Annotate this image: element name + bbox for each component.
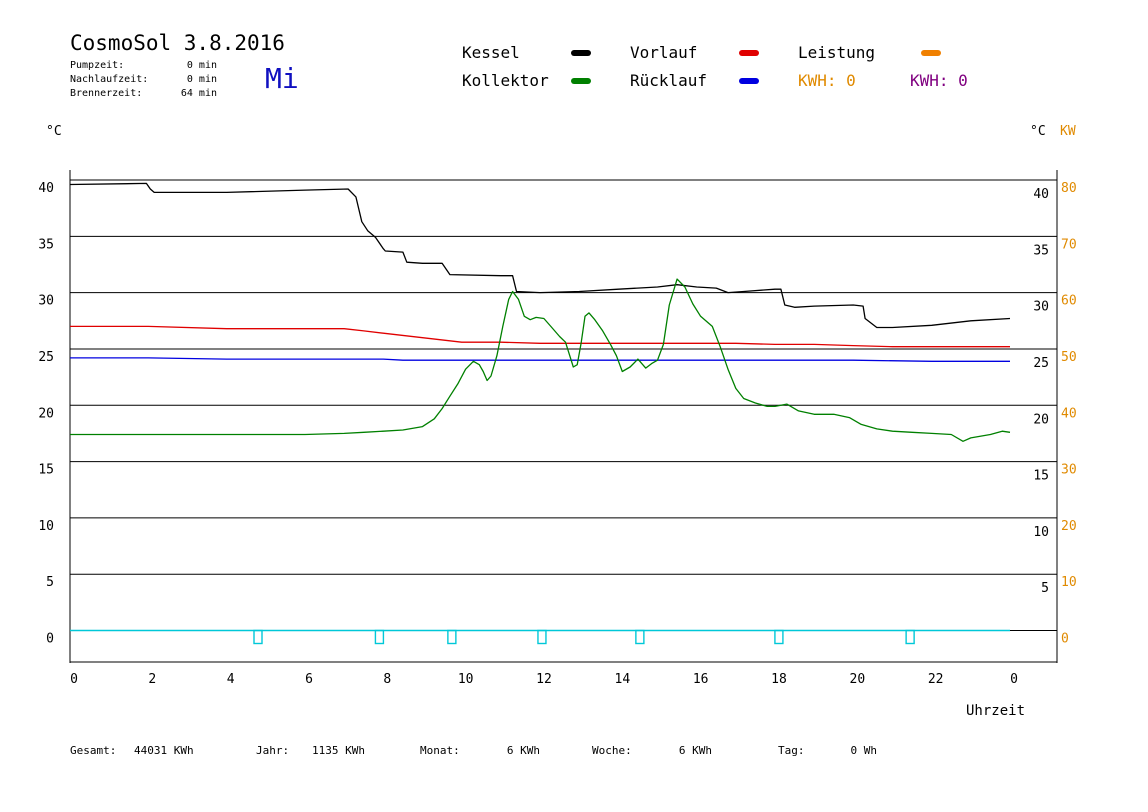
legend-label-kessel: Kessel <box>462 43 520 62</box>
right-axis-unit-temp: °C <box>1030 124 1046 139</box>
legend-swatch-kessel <box>571 50 591 56</box>
stats-block: Pumpzeit: 0 min Nachlaufzeit: 0 min Bren… <box>70 60 217 99</box>
pump-marker <box>905 629 915 645</box>
y-tick-right-power: 60 <box>1061 294 1077 309</box>
y-tick-right-temp: 35 <box>1033 243 1049 258</box>
x-tick-label: 6 <box>305 672 313 687</box>
y-tick-left: 40 <box>38 181 54 196</box>
series-group <box>69 182 1011 442</box>
x-tick-label: 20 <box>850 672 866 687</box>
legend-label-leistung: Leistung <box>798 43 875 62</box>
y-tick-left: 20 <box>38 406 54 421</box>
y-tick-right-temp: 20 <box>1033 412 1049 427</box>
pump-marker <box>537 629 547 645</box>
stat-brennerzeit-label: Brennerzeit: <box>70 88 142 99</box>
footer-gesamt-label: Gesamt: <box>70 744 116 757</box>
chart-title: CosmoSol 3.8.2016 <box>70 31 285 55</box>
stat-nachlaufzeit-value: 0 min <box>187 74 217 85</box>
y-tick-left: 5 <box>46 575 54 590</box>
stat-pumpzeit-label: Pumpzeit: <box>70 60 124 71</box>
legend-label-ruecklauf: Rücklauf <box>630 71 707 90</box>
footer-jahr-label: Jahr: <box>256 744 289 757</box>
stat-pumpzeit-value: 0 min <box>187 60 217 71</box>
pump-marker-group <box>70 629 1057 645</box>
pump-marker <box>447 629 457 645</box>
legend-swatch-kollektor <box>571 78 591 84</box>
series-line-ruecklauf <box>70 357 1010 362</box>
y-tick-right-power: 20 <box>1061 519 1077 534</box>
y-tick-left: 35 <box>38 237 54 252</box>
footer-totals: Gesamt: 44031 KWh Jahr: 1135 KWh Monat: … <box>70 744 877 757</box>
y-tick-right-power: 80 <box>1061 181 1077 196</box>
y-tick-right-power: 30 <box>1061 463 1077 478</box>
x-axis-label: Uhrzeit <box>966 703 1025 719</box>
grid <box>70 179 1057 575</box>
series-line-vorlauf <box>70 325 1010 348</box>
y-tick-right-power: 40 <box>1061 406 1077 421</box>
x-tick-label: 12 <box>536 672 552 687</box>
footer-jahr-value: 1135 KWh <box>312 744 365 757</box>
legend-swatch-leistung <box>921 50 941 56</box>
pump-marker <box>374 629 385 645</box>
footer-monat-label: Monat: <box>420 744 460 757</box>
pump-marker <box>774 629 784 645</box>
x-tick-label: 0 <box>1010 672 1018 687</box>
y-tick-left: 30 <box>38 294 54 309</box>
footer-tag-label: Tag: <box>778 744 805 757</box>
legend-kwh-leistung: KWH: 0 <box>798 71 856 90</box>
y-tick-left: 25 <box>38 350 54 365</box>
pump-marker <box>635 629 645 645</box>
y-tick-right-temp: 30 <box>1033 300 1049 315</box>
weekday-label: Mi <box>265 62 299 95</box>
y-tick-right-power: 0 <box>1061 632 1069 647</box>
y-tick-right-temp: 10 <box>1033 525 1049 540</box>
y-tick-right-temp: 5 <box>1041 581 1049 596</box>
x-tick-label: 0 <box>70 672 78 687</box>
legend-swatch-ruecklauf <box>739 78 759 84</box>
x-tick-label: 14 <box>615 672 631 687</box>
y-tick-right-power: 10 <box>1061 575 1077 590</box>
y-tick-left: 0 <box>46 632 54 647</box>
left-axis-unit: °C <box>46 124 62 139</box>
series-line-kollektor <box>70 278 1011 442</box>
x-tick-label: 8 <box>383 672 391 687</box>
legend-swatch-vorlauf <box>739 50 759 56</box>
footer-woche-value: 6 KWh <box>679 744 712 757</box>
x-tick-label: 10 <box>458 672 474 687</box>
pump-marker <box>253 629 263 645</box>
y-tick-right-temp: 40 <box>1033 187 1049 202</box>
y-tick-right-temp: 25 <box>1033 356 1049 371</box>
x-tick-label: 4 <box>227 672 235 687</box>
x-tick-label: 2 <box>148 672 156 687</box>
x-tick-label: 22 <box>928 672 944 687</box>
y-tick-right-temp: 15 <box>1033 469 1049 484</box>
legend: Kessel Vorlauf Leistung Kollektor Rückla… <box>462 43 968 90</box>
legend-label-kollektor: Kollektor <box>462 71 549 90</box>
series-line-kessel <box>69 182 1011 329</box>
y-tick-left: 10 <box>38 519 54 534</box>
y-tick-right-power: 70 <box>1061 237 1077 252</box>
footer-gesamt-value: 44031 KWh <box>134 744 194 757</box>
footer-monat-value: 6 KWh <box>507 744 540 757</box>
legend-label-vorlauf: Vorlauf <box>630 43 697 62</box>
y-tick-left: 15 <box>38 463 54 478</box>
y-tick-right-power: 50 <box>1061 350 1077 365</box>
legend-kwh-other: KWH: 0 <box>910 71 968 90</box>
axis-ticks: 0510152025303540510152025303540010203040… <box>38 181 1076 687</box>
right-axis-unit-power: KW <box>1060 124 1076 139</box>
footer-tag-value: 0 Wh <box>851 744 878 757</box>
stat-brennerzeit-value: 64 min <box>181 88 217 99</box>
footer-woche-label: Woche: <box>592 744 632 757</box>
stat-nachlaufzeit-label: Nachlaufzeit: <box>70 74 148 85</box>
x-tick-label: 16 <box>693 672 709 687</box>
x-tick-label: 18 <box>771 672 787 687</box>
